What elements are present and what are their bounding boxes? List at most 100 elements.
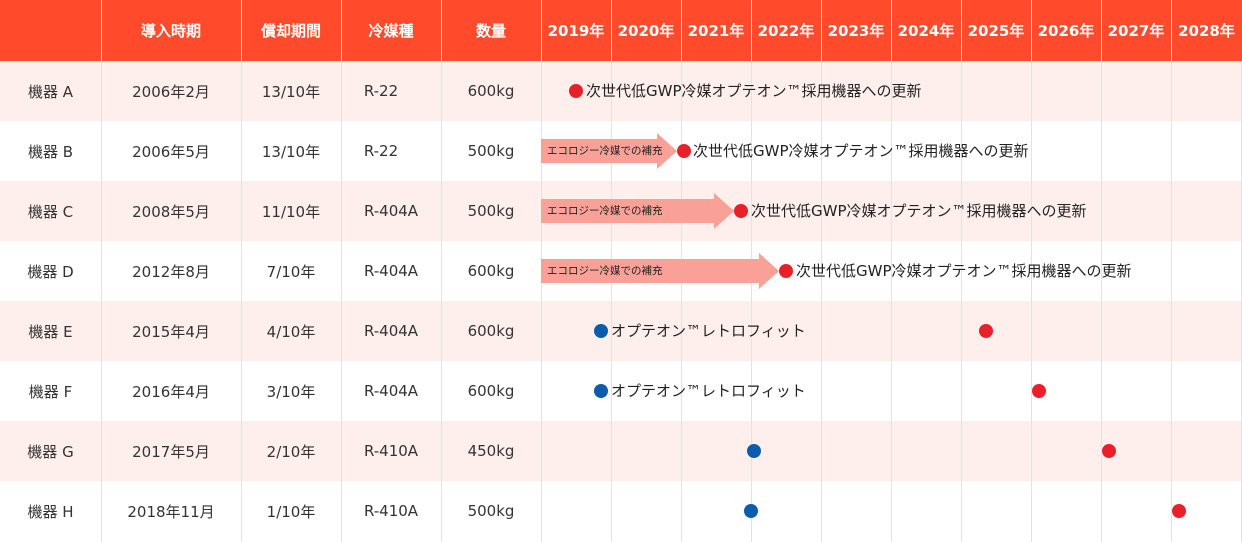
header-year-2028: 2028年 bbox=[1178, 22, 1235, 40]
eco-refill-arrow: エコロジー冷媒での補充 bbox=[541, 253, 779, 289]
cell-intro: 2017年5月 bbox=[132, 442, 210, 461]
grid-line bbox=[751, 61, 752, 542]
header-divider bbox=[241, 0, 242, 61]
cell-device: 機器 C bbox=[27, 202, 74, 221]
cell-device: 機器 D bbox=[27, 262, 74, 281]
header-divider bbox=[541, 0, 542, 61]
header-divider bbox=[341, 0, 342, 61]
table-row: 機器 H 2018年11月 1/10年 R-410A 500kg bbox=[0, 481, 1242, 541]
retrofit-marker bbox=[594, 324, 608, 338]
table-row: 機器 E 2015年4月 4/10年 R-404A 600kg bbox=[0, 301, 1242, 361]
cell-quantity: 600kg bbox=[467, 262, 515, 280]
header-year-2019: 2019年 bbox=[547, 22, 605, 40]
eco-refill-arrow: エコロジー冷媒での補充 bbox=[541, 193, 734, 229]
grid-line bbox=[1031, 61, 1032, 542]
table-row: 機器 G 2017年5月 2/10年 R-410A 450kg bbox=[0, 421, 1242, 481]
cell-refrigerant: R-404A bbox=[363, 382, 419, 400]
cell-device: 機器 B bbox=[27, 142, 74, 161]
cell-intro: 2006年2月 bbox=[132, 82, 210, 101]
cell-depreciation: 7/10年 bbox=[266, 262, 316, 281]
replace-marker bbox=[779, 264, 793, 278]
grid-line bbox=[1171, 61, 1172, 542]
header-divider bbox=[681, 0, 682, 61]
cell-depreciation: 4/10年 bbox=[266, 322, 316, 341]
cell-refrigerant: R-22 bbox=[363, 82, 399, 100]
replace-label: 次世代低GWP冷媒オプテオン™採用機器への更新 bbox=[586, 82, 922, 100]
replace-marker bbox=[734, 204, 748, 218]
header-year-2020: 2020年 bbox=[617, 22, 675, 40]
header-divider bbox=[1031, 0, 1032, 61]
replace-marker bbox=[979, 324, 993, 338]
header-divider bbox=[821, 0, 822, 61]
grid-line bbox=[1101, 61, 1102, 542]
cell-depreciation: 11/10年 bbox=[261, 202, 321, 221]
header-divider bbox=[891, 0, 892, 61]
cell-intro: 2008年5月 bbox=[132, 202, 210, 221]
header-refrigerant: 冷媒種 bbox=[368, 22, 414, 40]
retrofit-marker bbox=[594, 384, 608, 398]
cell-refrigerant: R-404A bbox=[363, 322, 419, 340]
cell-intro: 2012年8月 bbox=[132, 262, 210, 281]
eco-refill-label: エコロジー冷媒での補充 bbox=[547, 265, 663, 277]
cell-device: 機器 G bbox=[27, 442, 74, 461]
replace-marker bbox=[569, 84, 583, 98]
cell-device: 機器 E bbox=[28, 322, 73, 341]
header-year-2025: 2025年 bbox=[967, 22, 1025, 40]
header-device bbox=[0, 0, 101, 61]
grid-line bbox=[891, 61, 892, 542]
retrofit-marker bbox=[744, 504, 758, 518]
retrofit-label: オプテオン™レトロフィット bbox=[611, 382, 806, 400]
cell-quantity: 600kg bbox=[467, 82, 515, 100]
header-year-2022: 2022年 bbox=[757, 22, 815, 40]
grid-line bbox=[821, 61, 822, 542]
cell-depreciation: 13/10年 bbox=[261, 142, 321, 161]
retrofit-marker bbox=[747, 444, 761, 458]
cell-quantity: 500kg bbox=[467, 202, 515, 220]
cell-refrigerant: R-404A bbox=[363, 262, 419, 280]
replace-marker bbox=[1032, 384, 1046, 398]
header-year-2024: 2024年 bbox=[897, 22, 955, 40]
header-year-2026: 2026年 bbox=[1037, 22, 1095, 40]
replace-marker bbox=[1172, 504, 1186, 518]
eco-refill-arrow: エコロジー冷媒での補充 bbox=[541, 133, 677, 169]
header-year-2023: 2023年 bbox=[827, 22, 885, 40]
cell-quantity: 600kg bbox=[467, 322, 515, 340]
eco-refill-label: エコロジー冷媒での補充 bbox=[547, 205, 663, 217]
cell-depreciation: 13/10年 bbox=[261, 82, 321, 101]
replace-marker bbox=[677, 144, 691, 158]
header-quantity: 数量 bbox=[475, 22, 506, 40]
grid-line bbox=[611, 61, 612, 542]
cell-intro: 2018年11月 bbox=[127, 502, 215, 521]
header-intro: 導入時期 bbox=[140, 22, 201, 40]
header-year-2021: 2021年 bbox=[687, 22, 745, 40]
cell-device: 機器 F bbox=[28, 382, 73, 401]
cell-intro: 2016年4月 bbox=[132, 382, 210, 401]
cell-refrigerant: R-22 bbox=[363, 142, 399, 160]
header-divider bbox=[1171, 0, 1172, 61]
grid-line bbox=[961, 61, 962, 542]
header-divider bbox=[101, 0, 102, 61]
cell-refrigerant: R-410A bbox=[363, 442, 419, 460]
cell-quantity: 500kg bbox=[467, 142, 515, 160]
header-divider bbox=[751, 0, 752, 61]
cell-refrigerant: R-404A bbox=[363, 202, 419, 220]
grid-line bbox=[241, 61, 242, 542]
header-divider bbox=[441, 0, 442, 61]
cell-refrigerant: R-410A bbox=[363, 502, 419, 520]
retrofit-label: オプテオン™レトロフィット bbox=[611, 322, 806, 340]
table-header: 導入時期 償却期間 冷媒種 数量 2019年 2020年 2021年 2022年… bbox=[0, 0, 1242, 61]
cell-device: 機器 A bbox=[27, 82, 74, 101]
header-divider bbox=[1101, 0, 1102, 61]
cell-quantity: 500kg bbox=[467, 502, 515, 520]
eco-refill-label: エコロジー冷媒での補充 bbox=[547, 145, 663, 157]
grid-line bbox=[441, 61, 442, 542]
grid-line bbox=[101, 61, 102, 542]
header-divider bbox=[611, 0, 612, 61]
grid-line bbox=[681, 61, 682, 542]
cell-quantity: 600kg bbox=[467, 382, 515, 400]
replace-marker bbox=[1102, 444, 1116, 458]
replace-label: 次世代低GWP冷媒オプテオン™採用機器への更新 bbox=[751, 202, 1087, 220]
header-year-2027: 2027年 bbox=[1107, 22, 1165, 40]
cell-intro: 2006年5月 bbox=[132, 142, 210, 161]
header-divider bbox=[961, 0, 962, 61]
